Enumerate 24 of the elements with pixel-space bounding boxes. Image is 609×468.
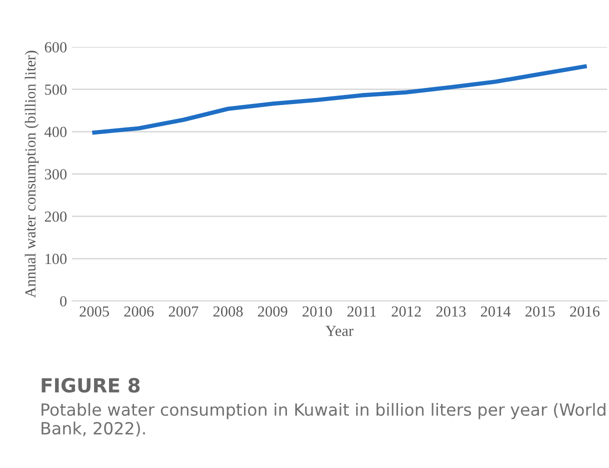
x-tick-label: 2015 [526, 306, 555, 317]
text: FIGURE 8 [42, 378, 140, 393]
y-tick-label: 500 [45, 84, 67, 95]
x-tick-label: 2016 [570, 306, 600, 317]
y-tick-label: 300 [44, 169, 67, 180]
x-tick-label: 2011 [347, 306, 376, 317]
x-tick-label: 2007 [168, 306, 198, 317]
x-tick-label: 2013 [436, 306, 466, 317]
y-tick-label: 400 [44, 126, 67, 138]
y-tick-label: 600 [44, 42, 67, 52]
y-tick-label: 200 [44, 211, 67, 222]
x-tick-label: 2008 [213, 306, 243, 317]
y-axis-title: Annual water consumption (billion liter) [24, 50, 39, 298]
x-tick-label: 2014 [480, 306, 511, 317]
text: Potable water consumption in Kuwait in billion liters per year (World Bank, 2022). [42, 403, 606, 437]
x-tick-label: 2012 [392, 306, 421, 317]
x-tick-label: 2010 [302, 306, 332, 317]
x-tick-label: 2009 [258, 306, 288, 317]
line-series [92, 64, 587, 135]
y-tick-label: 0 [60, 296, 67, 306]
y-tick-label: 100 [46, 254, 67, 264]
x-axis-title: Year [326, 326, 354, 336]
x-tick-label: 2006 [124, 306, 154, 317]
x-tick-label: 2005 [80, 306, 109, 317]
